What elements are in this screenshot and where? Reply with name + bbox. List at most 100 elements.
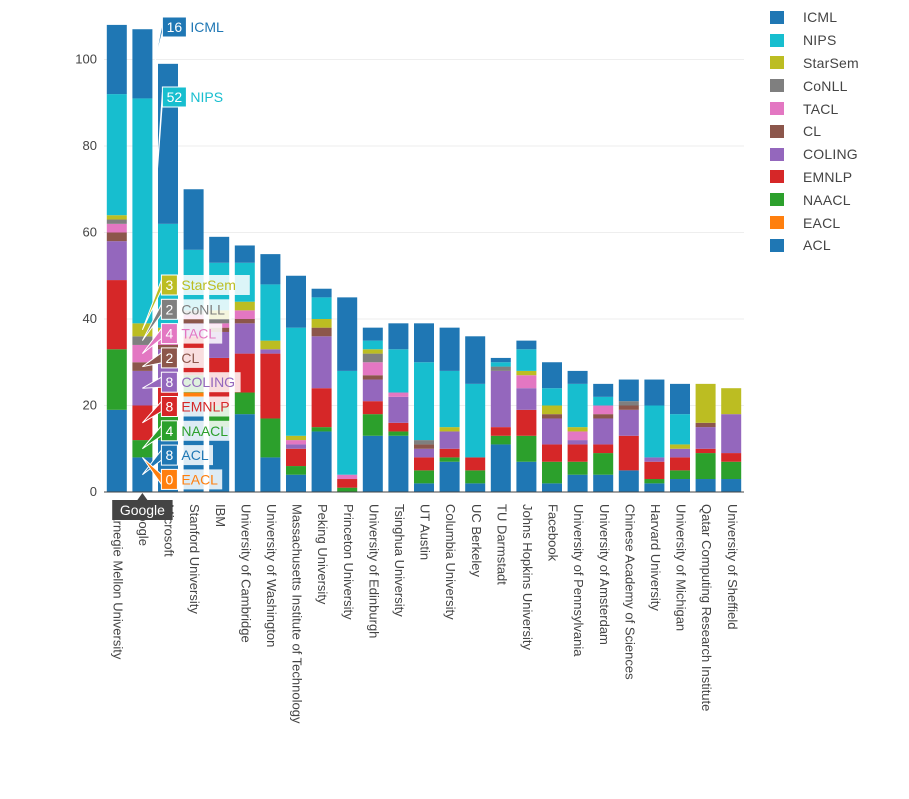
bar-segment-naacl-university-of-washington[interactable] <box>260 418 281 458</box>
bar-segment-emnlp-johns-hopkins-university[interactable] <box>516 409 537 436</box>
bar-segment-emnlp-ut-austin[interactable] <box>414 457 434 471</box>
bar-segment-nips-tu-darmstadt[interactable] <box>490 362 511 367</box>
bar-segment-icml-tsinghua-university[interactable] <box>388 323 409 350</box>
bar-segment-coling-tu-darmstadt[interactable] <box>490 370 511 428</box>
bar-segment-emnlp-university-of-sheffield[interactable] <box>721 453 742 462</box>
bar-segment-emnlp-chinese-academy-of-sciences[interactable] <box>618 435 639 471</box>
bar-segment-coling-facebook[interactable] <box>542 418 562 445</box>
bar-segment-acl-university-of-michigan[interactable] <box>670 479 690 492</box>
bar-segment-acl-university-of-edinburgh[interactable] <box>362 435 383 492</box>
bar-segment-naacl-harvard-university[interactable] <box>644 479 665 484</box>
bar-segment-tacl-university-of-edinburgh[interactable] <box>362 362 383 376</box>
bar-segment-eacl-stanford-university[interactable] <box>183 392 204 397</box>
bar-segment-coling-university-of-edinburgh[interactable] <box>362 379 383 402</box>
bar-segment-emnlp-peking-university[interactable] <box>311 388 332 428</box>
bar-segment-naacl-qatar-computing-research-institute[interactable] <box>695 453 716 480</box>
bar-segment-starsem-university-of-edinburgh[interactable] <box>362 349 383 354</box>
bar-segment-conll-chinese-academy-of-sciences[interactable] <box>618 401 639 406</box>
bar-segment-nips-university-of-pennsylvania[interactable] <box>567 383 588 428</box>
bar-segment-emnlp-tu-darmstadt[interactable] <box>490 427 511 436</box>
bar-segment-emnlp-columbia-university[interactable] <box>439 448 460 458</box>
bar-segment-naacl-facebook[interactable] <box>542 461 562 484</box>
bar-segment-nips-johns-hopkins-university[interactable] <box>516 349 537 371</box>
legend-item-emnlp[interactable]: EMNLP <box>770 166 859 189</box>
bar-segment-icml-johns-hopkins-university[interactable] <box>516 340 537 350</box>
bar-segment-coling-massachusetts-institute-of-technology[interactable] <box>286 444 306 449</box>
bar-segment-tacl-tsinghua-university[interactable] <box>388 392 409 397</box>
bar-segment-conll-university-of-edinburgh[interactable] <box>362 353 383 363</box>
bar-segment-coling-tsinghua-university[interactable] <box>388 396 409 423</box>
bar-segment-starsem-qatar-computing-research-institute[interactable] <box>695 383 716 423</box>
bar-segment-acl-tsinghua-university[interactable] <box>388 435 409 492</box>
bar-segment-starsem-university-of-cambridge[interactable] <box>234 301 255 311</box>
bar-segment-acl-chinese-academy-of-sciences[interactable] <box>618 470 639 492</box>
bar-segment-conll-ibm[interactable] <box>209 319 230 324</box>
bar-segment-nips-facebook[interactable] <box>542 388 562 406</box>
bar-segment-starsem-peking-university[interactable] <box>311 319 332 328</box>
bar-segment-acl-qatar-computing-research-institute[interactable] <box>695 479 716 492</box>
bar-segment-emnlp-princeton-university[interactable] <box>337 479 358 488</box>
bar-segment-emnlp-university-of-washington[interactable] <box>260 353 281 419</box>
bar-segment-naacl-massachusetts-institute-of-technology[interactable] <box>286 466 306 475</box>
bar-segment-acl-university-of-amsterdam[interactable] <box>593 474 614 492</box>
bar-segment-acl-university-of-washington[interactable] <box>260 457 281 492</box>
bar-segment-naacl-columbia-university[interactable] <box>439 457 460 462</box>
bar-segment-icml-princeton-university[interactable] <box>337 297 358 371</box>
bar-segment-naacl-carnegie-mellon-university[interactable] <box>106 349 127 410</box>
bar-segment-tacl-massachusetts-institute-of-technology[interactable] <box>286 440 306 445</box>
bar-segment-emnlp-university-of-edinburgh[interactable] <box>362 401 383 415</box>
bar-segment-emnlp-university-of-pennsylvania[interactable] <box>567 444 588 462</box>
bar-segment-naacl-ut-austin[interactable] <box>414 470 434 484</box>
bar-segment-cl-qatar-computing-research-institute[interactable] <box>695 422 716 428</box>
bar-segment-starsem-university-of-pennsylvania[interactable] <box>567 427 588 432</box>
bar-segment-nips-university-of-michigan[interactable] <box>670 414 690 445</box>
bar-segment-naacl-university-of-amsterdam[interactable] <box>593 453 614 475</box>
bar-segment-icml-columbia-university[interactable] <box>439 327 460 371</box>
bar-segment-emnlp-university-of-amsterdam[interactable] <box>593 444 614 454</box>
bar-segment-icml-university-of-amsterdam[interactable] <box>593 383 614 397</box>
bar-segment-cl-stanford-university[interactable] <box>183 319 204 324</box>
bar-segment-naacl-university-of-michigan[interactable] <box>670 470 690 480</box>
bar-segment-icml-facebook[interactable] <box>542 362 562 389</box>
legend-item-starsem[interactable]: StarSem <box>770 52 859 75</box>
bar-segment-icml-university-of-edinburgh[interactable] <box>362 327 383 341</box>
legend-item-coling[interactable]: COLING <box>770 143 859 166</box>
bar-segment-cl-university-of-amsterdam[interactable] <box>593 414 614 419</box>
bar-segment-acl-university-of-pennsylvania[interactable] <box>567 474 588 492</box>
bar-segment-naacl-uc-berkeley[interactable] <box>465 470 486 484</box>
bar-segment-coling-university-of-michigan[interactable] <box>670 448 690 458</box>
bar-segment-nips-google[interactable] <box>132 98 153 324</box>
bar-segment-emnlp-university-of-michigan[interactable] <box>670 457 690 471</box>
bar-segment-icml-stanford-university[interactable] <box>183 189 204 250</box>
bar-segment-icml-harvard-university[interactable] <box>644 379 665 406</box>
bar-segment-cl-peking-university[interactable] <box>311 327 332 337</box>
bar-segment-icml-chinese-academy-of-sciences[interactable] <box>618 379 639 402</box>
bar-segment-nips-princeton-university[interactable] <box>337 370 358 475</box>
bar-segment-tacl-carnegie-mellon-university[interactable] <box>106 223 127 233</box>
bar-segment-nips-harvard-university[interactable] <box>644 405 665 458</box>
bar-segment-tacl-university-of-amsterdam[interactable] <box>593 405 614 415</box>
bar-segment-acl-facebook[interactable] <box>542 483 562 492</box>
bar-segment-conll-ut-austin[interactable] <box>414 440 434 445</box>
bar-segment-icml-peking-university[interactable] <box>311 288 332 298</box>
legend-item-conll[interactable]: CoNLL <box>770 74 859 97</box>
bar-segment-starsem-university-of-michigan[interactable] <box>670 444 690 449</box>
bar-segment-starsem-carnegie-mellon-university[interactable] <box>106 215 127 220</box>
bar-segment-icml-ibm[interactable] <box>209 236 230 263</box>
bar-segment-coling-university-of-pennsylvania[interactable] <box>567 440 588 445</box>
legend-item-nips[interactable]: NIPS <box>770 29 859 52</box>
bar-segment-starsem-facebook[interactable] <box>542 405 562 415</box>
bar-segment-coling-columbia-university[interactable] <box>439 431 460 449</box>
bar-segment-nips-university-of-washington[interactable] <box>260 284 281 341</box>
bar-segment-coling-university-of-amsterdam[interactable] <box>593 418 614 445</box>
bar-segment-acl-peking-university[interactable] <box>311 431 332 492</box>
bar-segment-cl-chinese-academy-of-sciences[interactable] <box>618 405 639 410</box>
bar-segment-naacl-johns-hopkins-university[interactable] <box>516 435 537 462</box>
bar-segment-emnlp-uc-berkeley[interactable] <box>465 457 486 471</box>
bar-segment-acl-ut-austin[interactable] <box>414 483 434 492</box>
bar-segment-naacl-university-of-sheffield[interactable] <box>721 461 742 480</box>
bar-segment-naacl-university-of-cambridge[interactable] <box>234 392 255 415</box>
bar-segment-naacl-university-of-edinburgh[interactable] <box>362 414 383 436</box>
bar-segment-acl-columbia-university[interactable] <box>439 461 460 492</box>
bar-segment-icml-massachusetts-institute-of-technology[interactable] <box>286 275 306 328</box>
